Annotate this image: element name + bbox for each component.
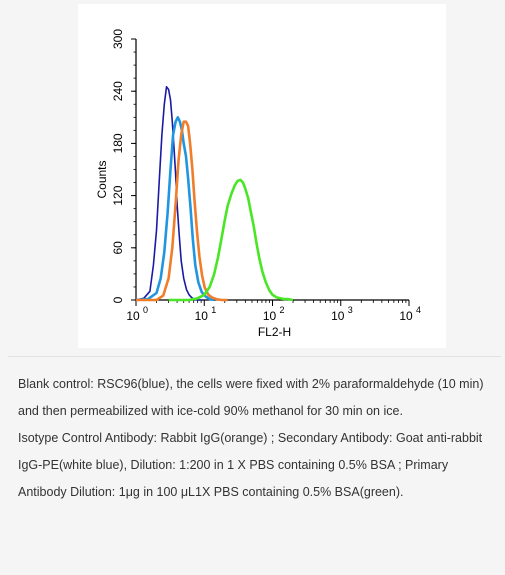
x-tick-exponent-4: 4 [416,305,421,315]
y-tick-label-1: 60 [111,241,125,255]
x-tick-exponent-0: 0 [143,305,148,315]
x-tick-exponent-1: 1 [211,305,216,315]
y-tick-label-3: 180 [111,133,125,153]
x-tick-exponent-2: 2 [280,305,285,315]
x-axis-label: FL2-H [258,325,291,339]
series-line-2 [136,120,228,302]
x-tick-label-0: 10 [126,309,140,323]
caption-paragraph-2: Isotype Control Antibody: Rabbit IgG(ora… [18,431,483,499]
x-tick-label-4: 10 [399,309,413,323]
x-tick-label-2: 10 [263,309,277,323]
y-tick-label-4: 240 [111,81,125,101]
y-tick-label-2: 120 [111,185,125,205]
caption-box: Blank control: RSC96(blue), the cells we… [8,356,501,572]
y-tick-label-0: 0 [111,296,125,303]
x-tick-exponent-3: 3 [348,305,353,315]
series-line-3 [168,178,294,302]
x-tick-label-3: 10 [331,309,345,323]
plot-panel: 0 60 120 180 240 300 Counts 10 0 10 1 10 2 10 3 10 4 FL2-… [78,4,446,348]
caption-paragraph-1: Blank control: RSC96(blue), the cells we… [18,377,484,418]
x-tick-label-1: 10 [195,309,209,323]
y-axis-label: Counts [95,160,109,198]
caption-text: Blank control: RSC96(blue), the cells we… [18,371,488,506]
figure-card: 0 60 120 180 240 300 Counts 10 0 10 1 10 2 10 3 10 4 FL2-… [8,0,501,356]
y-tick-label-5: 300 [111,29,125,49]
